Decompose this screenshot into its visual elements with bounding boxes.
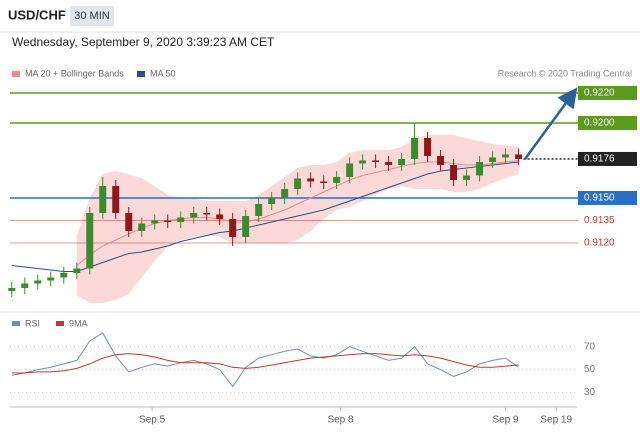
- legend-swatch: [137, 71, 145, 77]
- candle-body: [411, 137, 419, 159]
- forecast-arrow: [524, 87, 578, 160]
- legend-label: MA 50: [150, 68, 176, 78]
- candle-body: [515, 154, 523, 159]
- legend-label: MA 20 + Bollinger Bands: [25, 68, 124, 78]
- candle-body: [216, 214, 224, 219]
- candle-body: [177, 217, 185, 222]
- timeframe-badge[interactable]: [70, 6, 114, 26]
- legend-label: RSI: [25, 318, 40, 328]
- candle-body: [450, 164, 458, 180]
- indicator-line: [11, 332, 519, 388]
- level-label-bg: [578, 151, 637, 166]
- candle-body: [242, 215, 250, 237]
- candle-body: [307, 178, 315, 182]
- symbol: USD/CHF: [8, 7, 66, 22]
- candle-body: [476, 161, 484, 176]
- candle-body: [229, 218, 237, 237]
- ma-line: [76, 160, 519, 266]
- candle-body: [138, 223, 146, 231]
- candle-body: [372, 160, 380, 162]
- candle-body: [398, 158, 406, 165]
- level-label: 0.9200: [584, 118, 615, 129]
- candle-body: [8, 287, 16, 291]
- level-label-bg: [578, 85, 637, 100]
- level-label: 0.9176: [584, 154, 615, 165]
- ma-line: [11, 161, 519, 272]
- level-label-bg: [578, 190, 637, 205]
- level-label: 0.9220: [584, 88, 615, 99]
- candle-body: [437, 155, 445, 165]
- candle-body: [47, 277, 55, 281]
- candle-body: [60, 272, 68, 278]
- level-label: 0.9150: [584, 193, 615, 204]
- candle-body: [164, 220, 172, 222]
- candle-body: [203, 212, 211, 215]
- legend-label: 9MA: [69, 318, 88, 328]
- candle-body: [320, 181, 328, 183]
- source: Research © 2020 Trading Central: [498, 68, 632, 78]
- candle-body: [34, 280, 42, 284]
- candle-body: [281, 188, 289, 198]
- candle-body: [73, 268, 81, 273]
- candle-body: [151, 220, 159, 224]
- candle-body: [190, 212, 198, 218]
- legend-swatch: [56, 321, 64, 326]
- candle-body: [359, 160, 367, 164]
- bollinger-band: [76, 135, 519, 303]
- candle-body: [99, 185, 107, 213]
- candle-body: [489, 157, 497, 162]
- candle-body: [346, 163, 354, 177]
- level-label: 0.9135: [584, 215, 615, 226]
- y-tick-label: 50: [584, 364, 596, 375]
- y-tick-label: 70: [584, 341, 596, 352]
- legend-swatch: [12, 321, 20, 326]
- candle-body: [294, 178, 302, 189]
- indicator-line: [11, 353, 519, 374]
- candle-body: [424, 137, 432, 156]
- timeframe[interactable]: 30 MIN: [74, 10, 110, 22]
- y-tick-label: 30: [584, 387, 596, 398]
- candle-body: [502, 154, 510, 158]
- candle-body: [255, 203, 263, 216]
- legend-swatch: [12, 71, 20, 77]
- timestamp: Wednesday, September 9, 2020 3:39:23 AM …: [12, 35, 275, 49]
- x-tick-label: Sep 8: [327, 415, 354, 426]
- candle-body: [86, 212, 94, 269]
- level-label: 0.9120: [584, 238, 615, 249]
- level-label-bg: [578, 115, 637, 130]
- candle-body: [333, 176, 341, 183]
- x-tick-label: Sep 5: [139, 415, 166, 426]
- candle-body: [125, 212, 133, 231]
- candle-body: [112, 185, 120, 213]
- candle-body: [385, 161, 393, 165]
- x-tick-label: Sep 9: [492, 415, 519, 426]
- candle-body: [268, 197, 276, 204]
- candle-body: [21, 283, 29, 288]
- x-tick-label: Sep 19: [540, 415, 572, 426]
- candle-body: [463, 175, 471, 180]
